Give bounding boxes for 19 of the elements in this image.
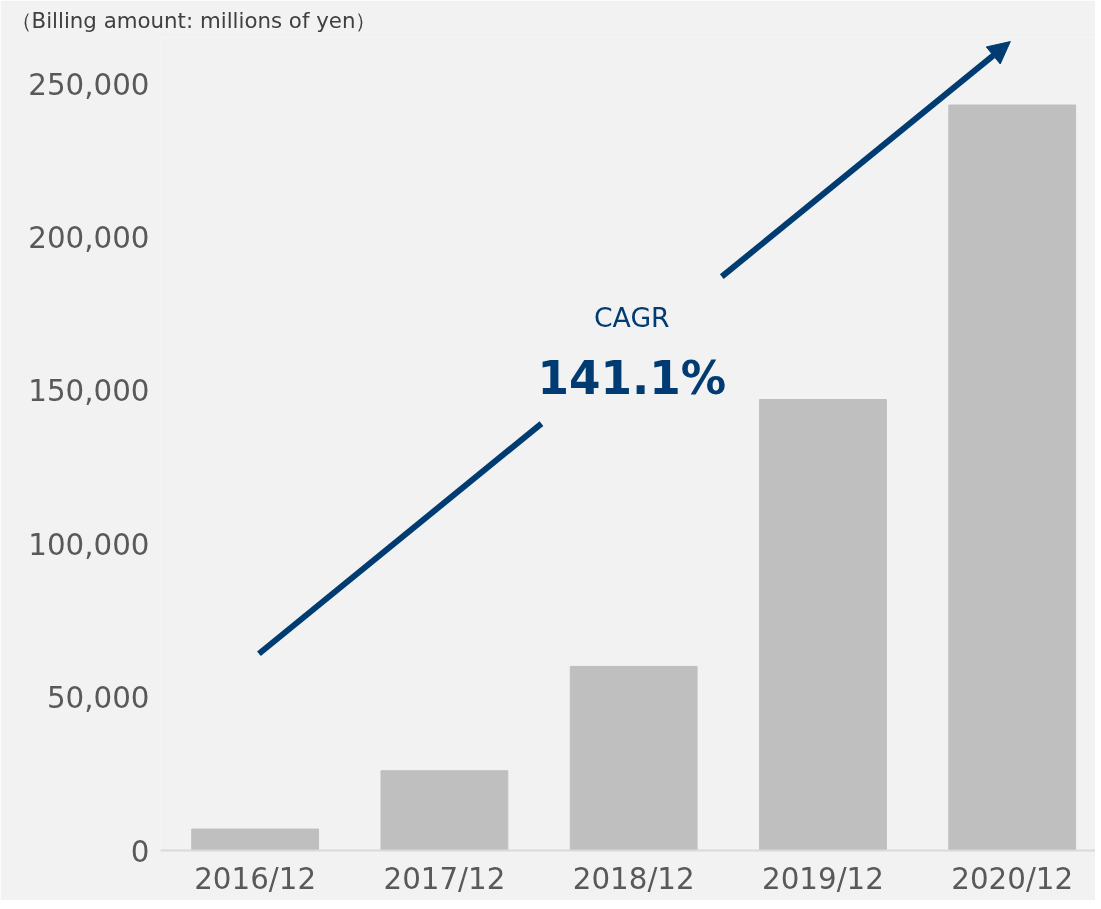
y-tick-label: 250,000 bbox=[28, 67, 150, 102]
y-tick-label: 100,000 bbox=[28, 527, 150, 562]
x-tick-label: 2019/12 bbox=[762, 861, 884, 896]
y-tick-label: 0 bbox=[130, 834, 150, 869]
y-tick-label: 200,000 bbox=[28, 220, 150, 255]
bar bbox=[948, 104, 1077, 851]
x-tick-label: 2016/12 bbox=[194, 861, 317, 896]
y-tick-label: 50,000 bbox=[46, 681, 150, 716]
annotation: 141.1% bbox=[537, 352, 727, 406]
y-tick-label: 150,000 bbox=[28, 374, 150, 409]
bar bbox=[380, 770, 509, 851]
x-tick-label: 2020/12 bbox=[951, 861, 1074, 896]
x-tick-label: 2018/12 bbox=[572, 861, 695, 896]
annotation: CAGR bbox=[594, 302, 670, 334]
y-axis-title: （Billing amount: millions of yen） bbox=[10, 7, 377, 33]
bar bbox=[759, 399, 887, 851]
bar bbox=[569, 665, 698, 851]
x-tick-label: 2017/12 bbox=[383, 861, 506, 896]
bar bbox=[191, 828, 320, 851]
